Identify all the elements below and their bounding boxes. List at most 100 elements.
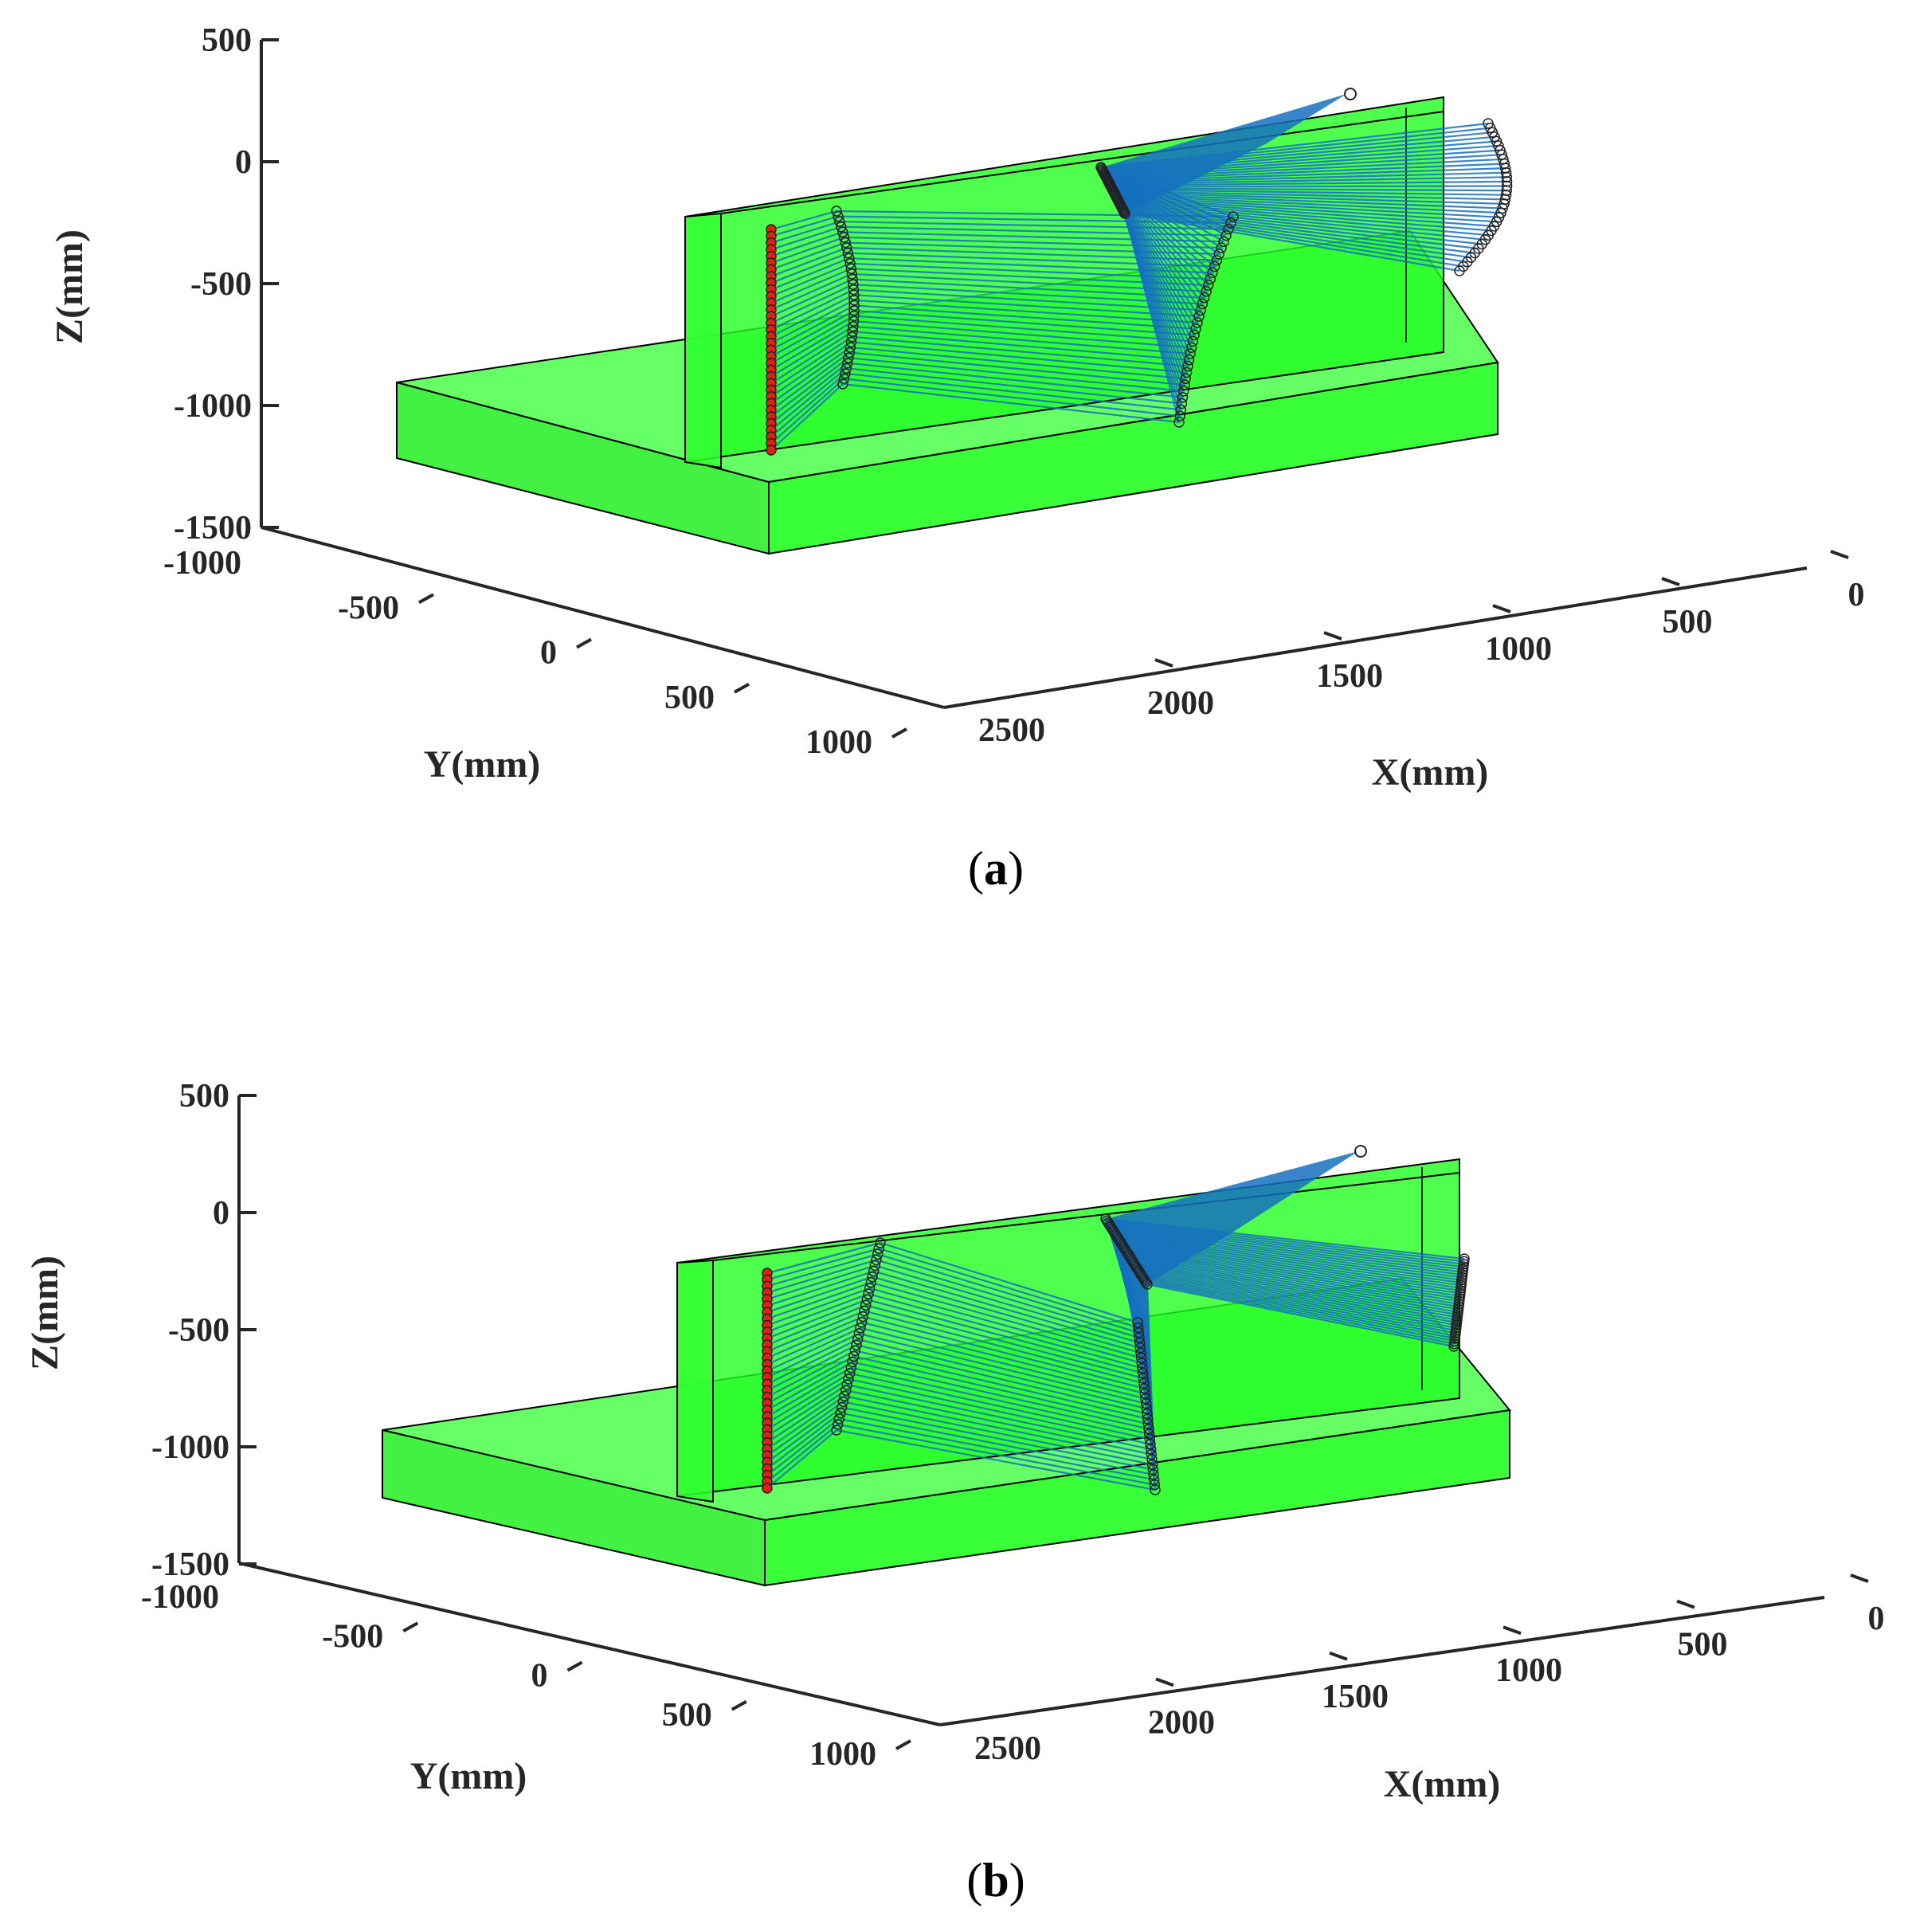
x-tick-label: 2500 xyxy=(974,1730,1041,1767)
pose-marker xyxy=(847,326,858,337)
trajectory-line xyxy=(770,140,1497,257)
pose-marker xyxy=(833,1413,845,1425)
pose-marker xyxy=(1175,404,1186,416)
trajectory-line xyxy=(770,206,1475,425)
pose-marker xyxy=(869,1260,881,1272)
pose-marker xyxy=(1190,323,1201,335)
x-axis-line xyxy=(939,1596,1825,1726)
trajectory-line xyxy=(770,187,1507,331)
pose-marker xyxy=(1501,176,1513,187)
pose-marker xyxy=(841,357,853,369)
y-ticks: -1000 -500 0 500 1000 xyxy=(163,545,907,761)
start-point-marker xyxy=(762,1483,773,1494)
x-tick-label: 0 xyxy=(1848,577,1865,613)
z-axis-label: Z(mm) xyxy=(24,1256,66,1370)
x-tick-mark xyxy=(1503,1625,1522,1636)
pose-marker xyxy=(872,1248,883,1260)
x-tick-label: 0 xyxy=(1868,1601,1885,1637)
pose-marker xyxy=(863,1288,874,1299)
pose-marker xyxy=(1133,1327,1145,1338)
pose-marker xyxy=(848,1350,860,1362)
trajectory-line xyxy=(770,212,1460,451)
pose-marker xyxy=(848,320,859,332)
trajectory-line xyxy=(770,167,1506,297)
pose-marker xyxy=(842,247,854,259)
pose-marker xyxy=(875,1237,886,1248)
pose-marker xyxy=(1225,217,1236,229)
pose-marker xyxy=(1148,1474,1160,1486)
pose-marker xyxy=(1228,211,1239,222)
x-tick-mark xyxy=(1154,658,1173,668)
pose-marker xyxy=(844,253,855,264)
pose-marker xyxy=(833,210,844,222)
trajectory-line xyxy=(770,171,1506,304)
y-axis-label: Y(mm) xyxy=(410,1755,527,1797)
pose-marker xyxy=(840,362,852,374)
pose-marker xyxy=(848,310,860,322)
pose-marker xyxy=(1174,410,1185,421)
panel-b-caption: (b) xyxy=(966,1854,1025,1907)
pose-marker xyxy=(1213,249,1224,260)
pose-marker xyxy=(848,295,860,306)
pose-marker xyxy=(1140,1393,1151,1405)
pose-marker xyxy=(843,352,854,363)
pose-marker xyxy=(1119,208,1130,219)
y-tick-label: 0 xyxy=(531,1658,548,1695)
pose-marker xyxy=(1135,1347,1146,1358)
pose-marker xyxy=(1144,1433,1156,1445)
pose-marker xyxy=(1207,267,1218,279)
pose-marker xyxy=(1132,1317,1143,1328)
y-axis-label: Y(mm) xyxy=(424,743,541,786)
start-point-marker xyxy=(766,445,777,456)
pose-marker xyxy=(1146,1454,1158,1465)
y-axis-line xyxy=(261,526,945,709)
pose-marker xyxy=(845,1362,857,1374)
y-tick-label: 1000 xyxy=(805,724,872,761)
pose-marker xyxy=(867,1271,878,1283)
pose-marker xyxy=(1199,292,1210,304)
pose-marker xyxy=(853,1328,865,1339)
tool-tip-marker xyxy=(1344,88,1357,100)
pose-marker xyxy=(843,1374,854,1385)
wall-top-edge xyxy=(712,1172,1460,1261)
y-axis-line xyxy=(238,1562,941,1726)
trajectory-line xyxy=(770,208,1471,431)
pose-marker xyxy=(832,1419,844,1430)
pose-marker xyxy=(1137,1362,1148,1374)
x-ticks: 2500 2000 1500 1000 500 0 xyxy=(978,550,1865,749)
y-tick-label: 500 xyxy=(662,1697,712,1734)
pose-marker xyxy=(844,1368,856,1379)
pose-marker xyxy=(1497,202,1508,214)
pose-marker xyxy=(1143,1423,1154,1435)
pose-marker xyxy=(844,258,856,269)
trajectory-line xyxy=(770,158,1503,284)
pose-marker xyxy=(837,1396,849,1408)
y-tick-label: -1000 xyxy=(163,545,241,582)
x-tick-mark xyxy=(1329,1651,1348,1661)
base-plate-side-front xyxy=(768,361,1499,555)
pose-marker xyxy=(1142,1279,1153,1290)
y-tick-mark xyxy=(891,727,907,739)
trajectory-line xyxy=(770,188,1506,338)
pose-marker xyxy=(1501,171,1513,183)
pose-marker xyxy=(1139,1388,1151,1399)
x-tick-label: 2000 xyxy=(1147,685,1214,722)
trajectory-line xyxy=(770,210,1467,438)
y-tick-label: -1000 xyxy=(141,1579,219,1616)
pose-marker xyxy=(1183,355,1195,366)
pose-marker xyxy=(1140,1398,1152,1409)
y-tick-label: -500 xyxy=(322,1618,383,1655)
pose-marker xyxy=(847,273,858,285)
pose-marker xyxy=(1189,329,1200,341)
y-tick-mark xyxy=(734,683,750,694)
x-tick-mark xyxy=(1661,577,1680,586)
pose-marker xyxy=(831,206,842,217)
z-ticks: 500 0 -500 -1000 -1500 xyxy=(174,22,279,547)
pose-marker xyxy=(1197,298,1209,310)
pose-marker xyxy=(860,1299,872,1311)
trajectory-line xyxy=(770,149,1501,271)
pose-marker xyxy=(1140,1276,1152,1288)
trajectory-markers xyxy=(766,88,1513,456)
